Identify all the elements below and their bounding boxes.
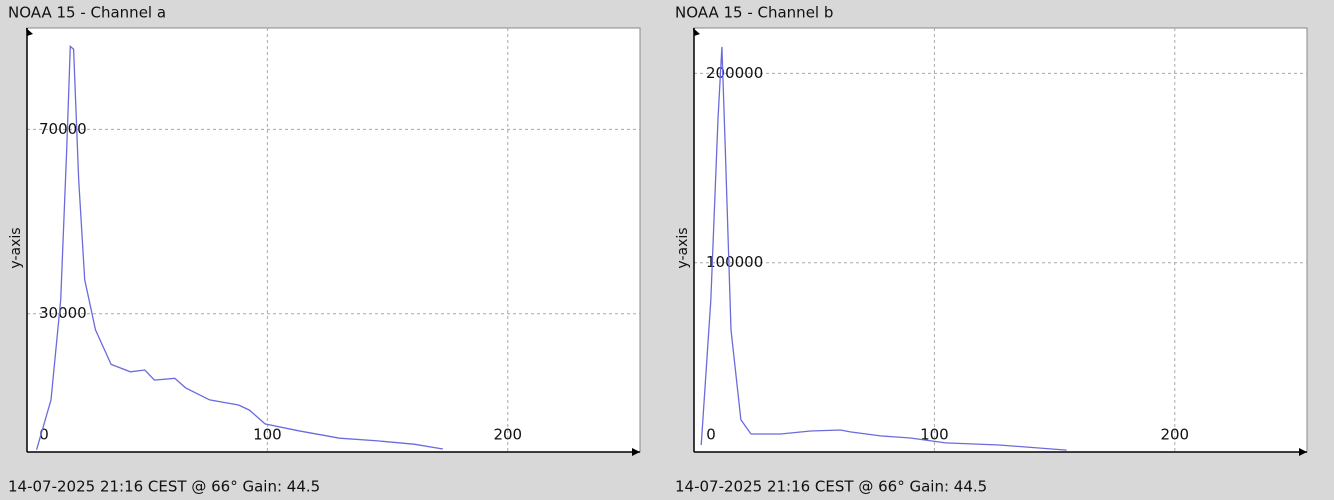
data-line bbox=[35, 45, 444, 450]
y-tick-label: 30000 bbox=[39, 304, 87, 322]
footer-text: 14-07-2025 21:16 CEST @ 66° Gain: 44.5 bbox=[8, 478, 320, 496]
x-tick-label: 200 bbox=[493, 426, 522, 444]
x-tick-label: 0 bbox=[39, 426, 49, 444]
x-tick-label: 0 bbox=[706, 426, 716, 444]
plot-area bbox=[693, 27, 1308, 453]
chart-title: NOAA 15 - Channel a bbox=[8, 4, 166, 22]
y-axis-arrow bbox=[26, 28, 33, 36]
footer-text: 14-07-2025 21:16 CEST @ 66° Gain: 44.5 bbox=[675, 478, 987, 496]
x-tick-label: 100 bbox=[253, 426, 282, 444]
x-axis-arrow bbox=[1299, 448, 1307, 456]
y-axis-label: y-axis bbox=[8, 227, 24, 268]
data-line bbox=[700, 46, 1067, 451]
plot-area bbox=[26, 27, 641, 453]
y-axis-arrow bbox=[693, 28, 700, 36]
chart-panel: NOAA 15 - Channel a 0 100 200 30000 70000 y-ax… bbox=[8, 4, 641, 496]
y-tick-label: 200000 bbox=[706, 64, 763, 82]
y-axis-label: y-axis bbox=[675, 227, 691, 268]
chart-panel: NOAA 15 - Channel b 0 100 200 100000 200000 y-… bbox=[675, 4, 1308, 496]
x-axis-arrow bbox=[632, 448, 640, 456]
y-tick-label: 70000 bbox=[39, 120, 87, 138]
chart-title: NOAA 15 - Channel b bbox=[675, 4, 833, 22]
x-tick-label: 200 bbox=[1160, 426, 1189, 444]
x-tick-label: 100 bbox=[920, 426, 949, 444]
y-tick-label: 100000 bbox=[706, 253, 763, 271]
